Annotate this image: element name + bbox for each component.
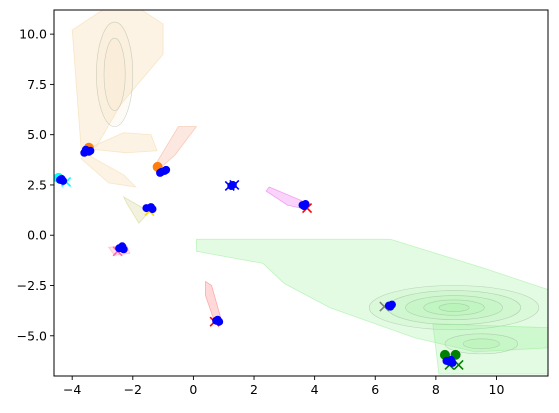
density-contour-2-0 <box>96 21 134 127</box>
density-contour-0-2 <box>405 295 503 320</box>
y-tick-label: 5.0 <box>27 127 47 142</box>
plot-frame <box>53 9 549 377</box>
dot-marker-12-19 <box>119 245 128 254</box>
dot-marker-12-4 <box>86 146 95 155</box>
dot-marker-12-25 <box>213 315 222 324</box>
y-tick-label: 2.5 <box>27 177 47 192</box>
dot-marker-12-7 <box>162 165 171 174</box>
dot-marker-12-16 <box>148 205 157 214</box>
density-region-2 <box>71 10 164 152</box>
density-contour-0-4 <box>438 303 470 312</box>
density-regions <box>71 10 548 375</box>
y-tick-label: −2.5 <box>17 278 47 293</box>
y-tick-label: 7.5 <box>27 77 47 92</box>
y-tick-label: 0.0 <box>27 228 47 243</box>
dot-marker-12-28 <box>387 300 396 309</box>
dot-marker-12-32 <box>448 358 457 367</box>
density-contour-1-0 <box>444 333 518 355</box>
dot-marker-12-13 <box>59 176 68 185</box>
density-region-7 <box>265 186 307 210</box>
x-tick-label: 10 <box>489 382 505 397</box>
density-region-3 <box>80 152 137 188</box>
y-tick-label: 10.0 <box>19 27 47 42</box>
y-axis: −5.0 −2.5 0.0 2.5 5.0 7.5 10.0 <box>17 27 54 343</box>
x-tick-label: 0 <box>189 382 197 397</box>
density-contour-2-1 <box>103 37 126 111</box>
x-tick-label: 6 <box>371 382 379 397</box>
density-contour-0-0 <box>368 285 540 331</box>
dot-marker-12-10 <box>228 180 237 189</box>
density-region-0 <box>195 238 548 353</box>
x-tick-label: 4 <box>311 382 319 397</box>
density-contour-1-1 <box>462 338 500 350</box>
y-tick-label: −5.0 <box>17 328 47 343</box>
density-contour-0-3 <box>423 299 485 316</box>
x-tick-label: 2 <box>250 382 258 397</box>
dot-marker-12-8 <box>156 168 165 177</box>
x-tick-label: 8 <box>432 382 440 397</box>
density-region-4 <box>85 132 158 154</box>
x-axis: −4 −2 0 2 4 6 8 10 <box>63 376 505 397</box>
x-tick-label: −2 <box>124 382 142 397</box>
x-tick-label: −4 <box>63 382 81 397</box>
dot-marker-12-22 <box>300 202 309 211</box>
scatter-marks <box>54 142 464 371</box>
